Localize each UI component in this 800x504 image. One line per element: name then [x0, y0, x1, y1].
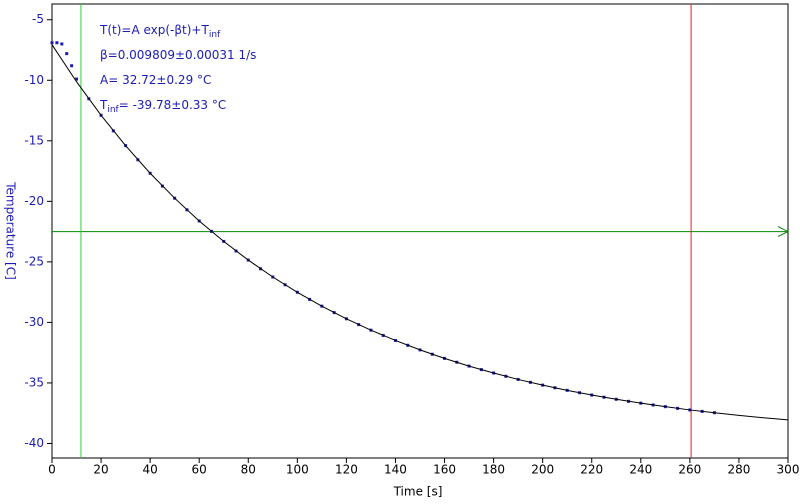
x-tick-label: 80	[241, 463, 256, 477]
annotation: β=0.009809±0.00031 1/s	[100, 48, 256, 62]
y-tick-label: -30	[24, 315, 44, 329]
data-point	[75, 77, 79, 81]
x-tick-label: 240	[629, 463, 652, 477]
x-axis-label: Time [s]	[393, 485, 443, 499]
y-axis-label: Temperature [C]	[4, 181, 18, 280]
x-tick-label: 120	[335, 463, 358, 477]
x-tick-label: 220	[580, 463, 603, 477]
y-tick-label: -20	[24, 194, 44, 208]
data-point	[60, 42, 64, 46]
x-tick-label: 300	[777, 463, 800, 477]
data-point	[50, 41, 54, 45]
plot-frame	[51, 3, 789, 459]
annotation-text: T(t)=A exp(-βt)+T	[99, 23, 209, 37]
x-tick-label: 100	[286, 463, 309, 477]
x-tick-label: 0	[48, 463, 56, 477]
y-tick-label: -25	[24, 254, 44, 268]
data-point	[65, 52, 69, 56]
x-tick-label: 160	[433, 463, 456, 477]
annotation-text: β=0.009809±0.00031 1/s	[100, 48, 256, 62]
annotation-subscript: inf	[209, 30, 221, 40]
annotation: T(t)=A exp(-βt)+Tinf	[99, 23, 221, 40]
annotation-text: = -39.78±0.33 °C	[119, 98, 227, 112]
annotation-text: A= 32.72±0.29 °C	[100, 73, 211, 87]
data-point	[70, 64, 74, 68]
y-tick-label: -35	[24, 375, 44, 389]
x-tick-label: 60	[192, 463, 207, 477]
x-tick-label: 200	[531, 463, 554, 477]
y-tick-label: -5	[32, 12, 44, 26]
data-point	[55, 41, 59, 45]
x-tick-label: 20	[93, 463, 108, 477]
y-tick-label: -10	[24, 73, 44, 87]
x-tick-label: 140	[384, 463, 407, 477]
x-tick-label: 280	[727, 463, 750, 477]
fit-line	[51, 44, 789, 421]
y-tick-label: -40	[24, 436, 44, 450]
annotation: Tinf= -39.78±0.33 °C	[99, 98, 226, 115]
y-tick-label: -15	[24, 133, 44, 147]
annotation-subscript: inf	[107, 105, 119, 115]
x-tick-label: 180	[482, 463, 505, 477]
annotation: A= 32.72±0.29 °C	[100, 73, 211, 87]
cursor-arrow	[777, 226, 790, 238]
annotation-text: T	[99, 98, 108, 112]
x-tick-label: 260	[678, 463, 701, 477]
x-tick-label: 40	[142, 463, 157, 477]
